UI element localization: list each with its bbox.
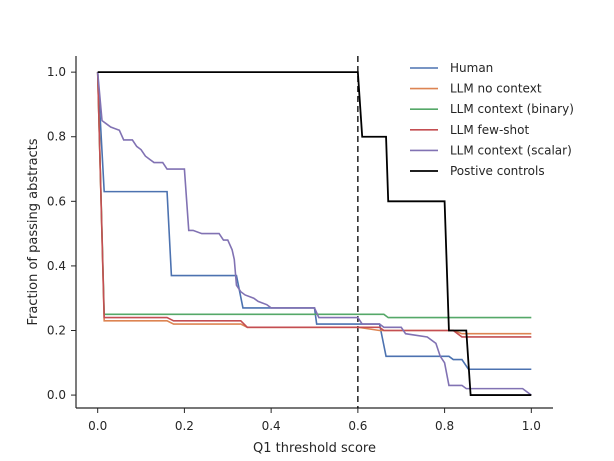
y-tick-label: 0.4 <box>47 259 66 273</box>
series-line-0 <box>96 72 532 371</box>
y-tick-label: 0.6 <box>47 194 66 208</box>
x-tick-label: 0.0 <box>88 419 107 433</box>
axes: 0.0 0.2 0.4 0.6 0.8 1.0 0.0 0.2 0.4 0.6 0.8 1.0 <box>47 56 553 433</box>
x-tick-label: 0.6 <box>348 419 367 433</box>
y-axis-label: Fraction of passing abstracts <box>26 138 41 325</box>
x-tick-label: 0.2 <box>175 419 194 433</box>
x-axis-label: Q1 threshold score <box>253 441 376 456</box>
legend-label: Human <box>450 61 493 75</box>
series-line-5 <box>97 71 532 396</box>
legend-label: LLM few-shot <box>450 123 529 137</box>
legend-label: LLM context (scalar) <box>450 143 572 157</box>
y-tick-label: 0.8 <box>47 130 66 144</box>
legend-label: Postive controls <box>450 164 545 178</box>
y-tick-label: 1.0 <box>47 65 66 79</box>
legend-label: LLM context (binary) <box>450 102 574 116</box>
y-tick-label: 0.2 <box>47 323 66 337</box>
series-line-4 <box>96 72 532 396</box>
x-tick-label: 1.0 <box>522 419 541 433</box>
series-layer <box>96 71 532 396</box>
x-tick-label: 0.8 <box>435 419 454 433</box>
legend-label: LLM no context <box>450 82 542 96</box>
y-tick-label: 0.0 <box>47 388 66 402</box>
legend: Human LLM no context LLM context (binary) L… <box>410 61 574 178</box>
series-line-3 <box>96 72 532 338</box>
x-tick-label: 0.4 <box>262 419 281 433</box>
